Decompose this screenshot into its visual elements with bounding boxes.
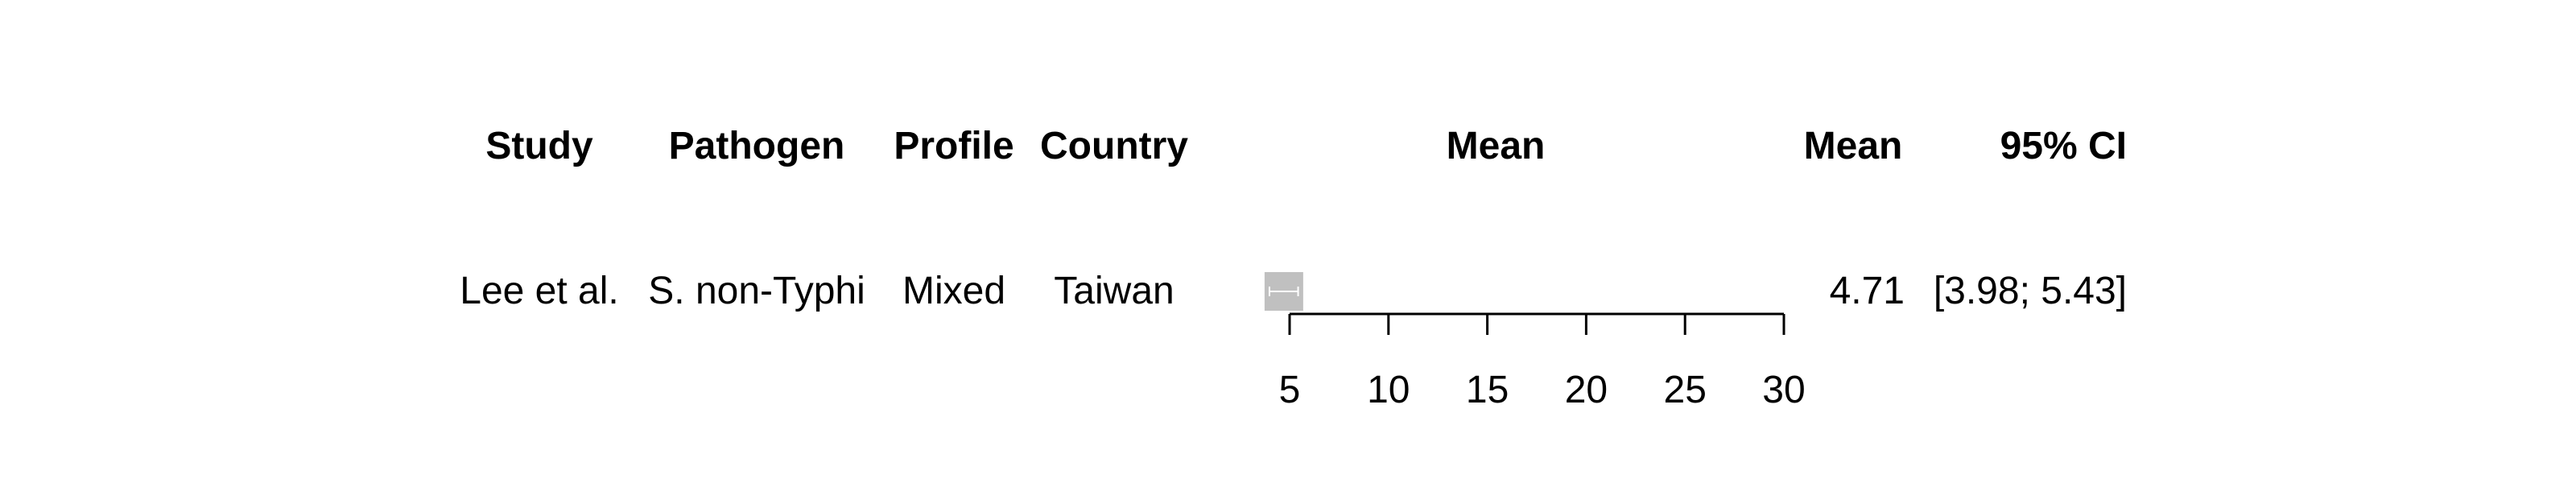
x-tick-label: 15 — [1466, 369, 1509, 411]
row-pathogen: S. non-Typhi — [648, 270, 865, 312]
x-tick-label: 20 — [1565, 369, 1608, 411]
header-ci: 95% CI — [2000, 125, 2127, 167]
row-country: Taiwan — [1054, 270, 1174, 312]
header-pathogen: Pathogen — [668, 125, 845, 167]
header-country: Country — [1040, 125, 1188, 167]
x-tick-label: 10 — [1367, 369, 1410, 411]
header-mean: Mean — [1803, 125, 1903, 167]
row-profile: Mixed — [902, 270, 1006, 312]
row-study: Lee et al. — [460, 270, 619, 312]
x-tick-label: 5 — [1279, 369, 1301, 411]
row-mean: 4.71 — [1829, 270, 1905, 312]
header-profile: Profile — [894, 125, 1014, 167]
x-tick-label: 25 — [1664, 369, 1707, 411]
header-plot-mean: Mean — [1446, 125, 1546, 167]
header-study: Study — [485, 125, 593, 167]
row-ci: [3.98; 5.43] — [1933, 270, 2127, 312]
x-tick-label: 30 — [1762, 369, 1805, 411]
